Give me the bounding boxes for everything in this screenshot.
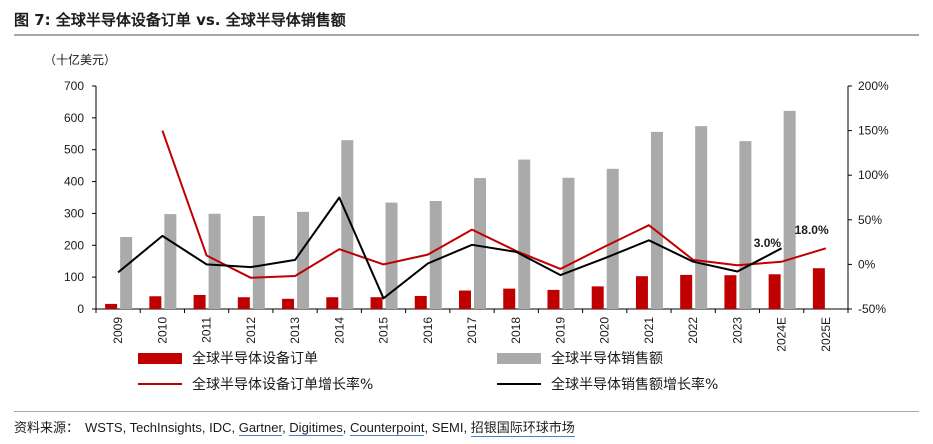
bar-orders	[193, 294, 206, 309]
bar-sales	[208, 213, 221, 309]
legend-swatch-orders-growth	[138, 383, 182, 385]
bar-orders	[370, 297, 383, 309]
legend-label-orders-growth: 全球半导体设备订单增长率%	[192, 377, 374, 393]
legend-label-sales-growth: 全球半导体销售额增长率%	[551, 377, 719, 393]
source-lead: 资料来源：	[14, 421, 80, 436]
line-orders-growth	[161, 130, 827, 279]
x-tick-label: 2013	[288, 317, 302, 344]
bar-orders	[547, 289, 560, 309]
y-left-tick-label: 200	[64, 238, 84, 252]
bar-sales	[783, 110, 796, 309]
source-item: IDC	[209, 420, 232, 435]
footer-rule	[14, 411, 919, 412]
bar-orders	[105, 303, 118, 309]
bar-orders	[635, 276, 648, 309]
x-tick-label: 2025E	[819, 317, 833, 352]
source-item: WSTS	[85, 420, 123, 435]
x-tick-label: 2017	[465, 317, 479, 344]
annotation-2025: 18.0%	[795, 223, 829, 237]
legend-swatch-sales-growth	[497, 383, 541, 385]
legend-item-orders-growth: 全球半导体设备订单增长率%	[138, 374, 373, 394]
bar-sales	[341, 140, 354, 309]
x-tick-label: 2024E	[775, 317, 789, 352]
bar-sales	[695, 126, 708, 309]
x-tick-label: 2020	[598, 317, 612, 344]
legend-item-sales: 全球半导体销售额	[497, 348, 663, 368]
bar-sales	[562, 177, 575, 309]
source-item: Gartner	[238, 420, 283, 436]
bar-orders	[680, 274, 693, 309]
chart-title: 图 7: 全球半导体设备订单 vs. 全球半导体销售额	[14, 11, 346, 29]
bar-orders	[591, 286, 604, 309]
x-tick-label: 2014	[332, 317, 346, 344]
x-tick-label: 2010	[155, 317, 169, 344]
x-tick-label: 2018	[509, 317, 523, 344]
y-left-tick-label: 500	[64, 143, 84, 157]
legend-item-sales-growth: 全球半导体销售额增长率%	[497, 374, 718, 394]
bar-orders	[724, 275, 737, 309]
bar-sales	[739, 141, 752, 309]
bar-orders	[768, 274, 781, 309]
y-axis-unit-label: （十亿美元）	[44, 53, 117, 67]
annotation-2024: 3.0%	[754, 236, 782, 250]
bar-sales	[164, 214, 177, 309]
bar-sales	[474, 178, 486, 309]
x-tick-label: 2023	[730, 317, 744, 344]
y-left-tick-label: 100	[64, 270, 84, 284]
bar-orders	[503, 288, 516, 309]
bar-sales	[252, 215, 265, 309]
source-item: Counterpoint	[350, 420, 425, 436]
source-note: 资料来源： WSTS, TechInsights, IDC, Gartner, D…	[14, 417, 575, 437]
x-tick-label: 2021	[642, 317, 656, 344]
line-sales-growth	[117, 196, 783, 300]
x-tick-label: 2009	[111, 317, 125, 344]
y-right-tick-label: 0%	[858, 257, 876, 271]
bar-sales	[385, 202, 398, 309]
legend-label-orders: 全球半导体设备订单	[192, 351, 318, 367]
bar-orders	[282, 298, 295, 309]
bar-sales	[606, 168, 619, 309]
x-tick-label: 2022	[686, 317, 700, 344]
bar-sales	[650, 131, 663, 309]
x-tick-label: 2019	[553, 317, 567, 344]
y-left-tick-label: 600	[64, 111, 84, 125]
bar-orders	[237, 297, 250, 309]
source-item: TechInsights	[129, 420, 202, 435]
source-item: 招银国际环球市场	[470, 421, 575, 437]
bar-sales	[120, 237, 133, 309]
x-tick-label: 2012	[244, 317, 258, 344]
bar-orders	[459, 290, 471, 309]
y-left-tick-label: 400	[64, 175, 84, 189]
y-right-tick-label: 100%	[858, 168, 889, 182]
bar-orders	[812, 268, 825, 309]
bar-sales	[518, 159, 531, 309]
source-list: WSTS, TechInsights, IDC, Gartner, Digiti…	[85, 420, 575, 437]
bar-sales	[429, 201, 442, 309]
source-item: Digitimes	[289, 420, 343, 436]
legend-item-orders: 全球半导体设备订单	[138, 348, 318, 368]
source-item: SEMI	[431, 420, 464, 435]
title-rule	[14, 34, 919, 36]
legend-swatch-sales	[497, 352, 541, 364]
y-left-tick-label: 0	[77, 302, 84, 316]
x-tick-label: 2015	[377, 317, 391, 344]
bar-orders	[326, 297, 339, 309]
legend-label-sales: 全球半导体销售额	[551, 351, 663, 367]
y-right-tick-label: 50%	[858, 213, 882, 227]
y-right-tick-label: -50%	[858, 302, 886, 316]
x-tick-label: 2016	[421, 317, 435, 344]
y-left-tick-label: 700	[64, 79, 84, 93]
x-tick-label: 2011	[200, 317, 214, 343]
y-left-tick-label: 300	[64, 206, 84, 220]
bar-sales	[297, 211, 310, 309]
bar-orders	[414, 295, 427, 309]
bar-orders	[149, 296, 162, 309]
legend-swatch-orders	[138, 352, 182, 364]
y-right-tick-label: 200%	[858, 79, 889, 93]
y-right-tick-label: 150%	[858, 124, 889, 138]
